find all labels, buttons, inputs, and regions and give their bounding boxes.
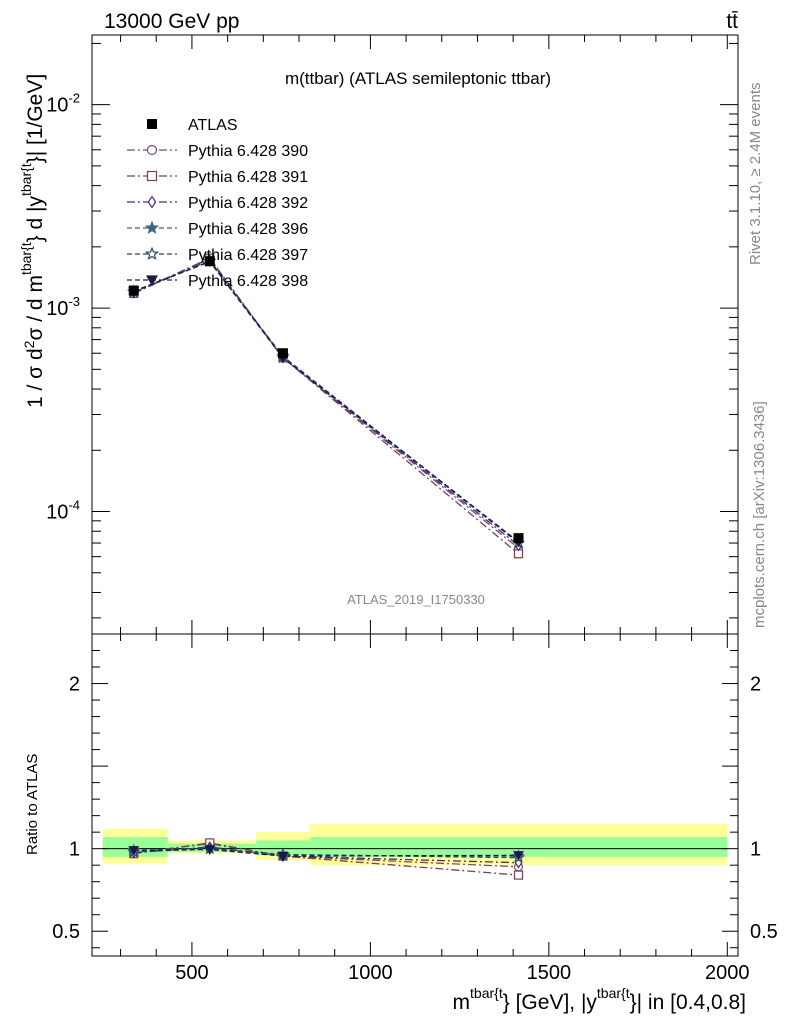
x-tick-label: 2000: [705, 962, 750, 984]
legend-label: Pythia 6.428 398: [188, 273, 308, 290]
ratio-y-tick-label: 2: [69, 674, 80, 696]
x-axis-label: mtbar{t} [GeV], |ytbar{t}| in [0.4,0.8]: [453, 985, 746, 1014]
series-line-3: [133, 259, 519, 547]
ratio-y-tick-label-right: 2: [750, 674, 761, 696]
series-line-1: [133, 257, 519, 549]
ratio-y-tick-label: 1: [69, 839, 80, 861]
header-left-label: 13000 GeV pp: [104, 10, 239, 33]
ratio-series-marker-6: [513, 851, 524, 861]
ratio-series-marker-6: [277, 851, 289, 862]
legend-label: Pythia 6.428 396: [188, 221, 308, 238]
rivet-version-label: Rivet 3.1.10, ≥ 2.4M events: [747, 83, 764, 266]
ratio-panel: 0.5 0.5 1 1 2 2 500 1000 1500 2000 Ratio to ATLAS…: [24, 633, 778, 1014]
main-y-axis-label: 1 / σ d2σ / d mtbar{t} d |ytbar{t}| [1/G…: [18, 74, 47, 408]
legend-label: Pythia 6.428 391: [188, 169, 308, 186]
ratio-series-marker-6: [204, 845, 216, 856]
ratio-series-line-2: [133, 842, 519, 876]
ratio-y-tick-label-right: 1: [750, 839, 761, 861]
legend-atlas-label: ATLAS: [188, 117, 238, 134]
atlas-data-point: [513, 533, 524, 544]
atlas-data-point: [277, 348, 288, 359]
main-y-tick-label: 10-2: [46, 91, 80, 117]
atlas-data-point: [128, 285, 139, 296]
uncertainty-band-stat: [309, 837, 728, 857]
legend-marker: [146, 275, 158, 287]
ratio-series-line-6: [133, 848, 519, 857]
legend-label: Pythia 6.428 390: [188, 143, 308, 160]
x-tick-label: 500: [175, 962, 208, 984]
legend-label: Pythia 6.428 392: [188, 195, 308, 212]
legend-marker: [144, 246, 160, 261]
ratio-series-marker-6: [128, 846, 140, 856]
main-panel: 10-2 10-3 10-4 m(ttbar) (ATLAS semileptoni…: [18, 34, 739, 635]
chart-title: m(ttbar) (ATLAS semileptonic ttbar): [285, 69, 551, 88]
ratio-y-tick-label: 0.5: [52, 921, 80, 943]
series-line-5: [133, 260, 519, 544]
mcplots-label: mcplots.cern.ch [arXiv:1306.3436]: [751, 401, 768, 628]
header-right-label: tt̄: [726, 10, 738, 33]
legend-marker: [144, 220, 160, 235]
series-line-4: [133, 260, 519, 544]
legend-atlas-marker: [147, 119, 157, 129]
atlas-data-point: [204, 256, 215, 267]
ratio-series-marker-2: [513, 870, 524, 880]
x-tick-label: 1000: [348, 962, 393, 984]
series-line-6: [133, 260, 519, 543]
main-y-tick-label: 10-4: [46, 498, 80, 524]
x-tick-label: 1500: [527, 962, 572, 984]
legend-label: Pythia 6.428 397: [188, 247, 308, 264]
main-y-tick-label: 10-3: [46, 294, 80, 320]
ratio-panel-frame: [91, 633, 739, 957]
analysis-watermark: ATLAS_2019_I1750330: [347, 592, 485, 607]
legend: ATLAS Pythia 6.428 390 Pythia 6.428 391 Pyt…: [127, 117, 308, 290]
ratio-y-tick-label-right: 0.5: [750, 921, 778, 943]
legend-marker: [146, 170, 158, 182]
legend-marker: [147, 195, 157, 209]
series-line-2: [133, 257, 519, 555]
legend-marker: [146, 144, 158, 156]
ratio-y-axis-label: Ratio to ATLAS: [24, 754, 41, 855]
